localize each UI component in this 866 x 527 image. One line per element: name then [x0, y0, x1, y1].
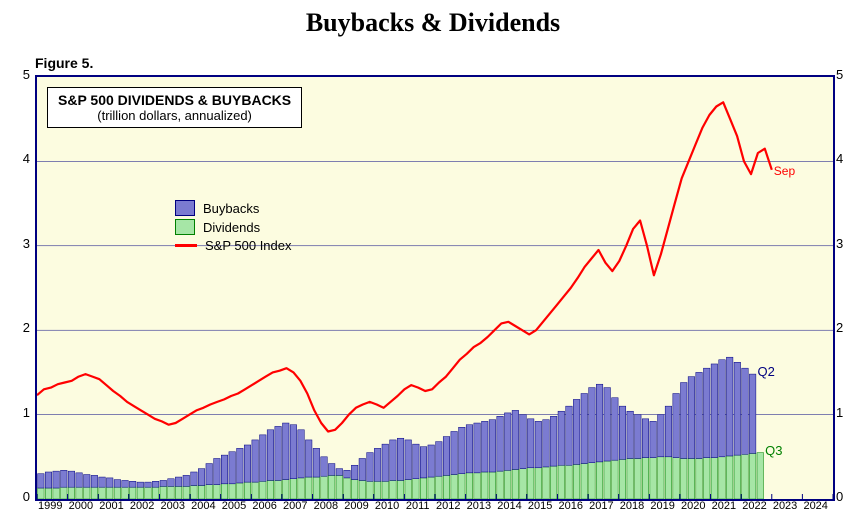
- x-tick: 2003: [161, 500, 185, 512]
- y-tick-right: 0: [836, 489, 843, 504]
- y-tick-left: 5: [23, 67, 30, 82]
- y-tick-right: 1: [836, 405, 843, 420]
- x-tick: 2001: [99, 500, 123, 512]
- x-tick: 2020: [681, 500, 705, 512]
- x-tick: 2006: [252, 500, 276, 512]
- figure-number: Figure 5.: [35, 55, 93, 71]
- series-end-label: Q2: [757, 364, 774, 379]
- x-tick: 2024: [803, 500, 827, 512]
- x-tick: 2022: [742, 500, 766, 512]
- chart-title-box: S&P 500 DIVIDENDS & BUYBACKS (trillion d…: [47, 87, 302, 128]
- legend-item: S&P 500 Index: [175, 238, 292, 253]
- x-tick: 2004: [191, 500, 215, 512]
- x-tick: 2009: [344, 500, 368, 512]
- page-title: Buybacks & Dividends: [0, 0, 866, 38]
- x-tick: 2016: [559, 500, 583, 512]
- legend-label: S&P 500 Index: [205, 238, 292, 253]
- x-tick: 2013: [467, 500, 491, 512]
- x-tick: 2017: [589, 500, 613, 512]
- y-tick-left: 0: [23, 489, 30, 504]
- x-tick: 2018: [620, 500, 644, 512]
- series-end-label: Q3: [765, 443, 782, 458]
- chart-svg: [37, 77, 833, 499]
- y-tick-left: 2: [23, 320, 30, 335]
- legend-label: Dividends: [203, 220, 260, 235]
- x-tick: 2010: [375, 500, 399, 512]
- legend-line: [175, 244, 197, 247]
- x-tick: 2005: [222, 500, 246, 512]
- x-tick: 2023: [773, 500, 797, 512]
- x-tick: 2019: [650, 500, 674, 512]
- legend: Buybacks Dividends S&P 500 Index: [175, 200, 292, 256]
- legend-label: Buybacks: [203, 201, 259, 216]
- x-tick: 2007: [283, 500, 307, 512]
- y-tick-right: 3: [836, 236, 843, 251]
- legend-item: Buybacks: [175, 200, 292, 216]
- chart-subtitle: (trillion dollars, annualized): [58, 108, 291, 123]
- x-tick: 2021: [712, 500, 736, 512]
- x-tick: 2008: [314, 500, 338, 512]
- y-tick-right: 4: [836, 151, 843, 166]
- chart-title: S&P 500 DIVIDENDS & BUYBACKS: [58, 92, 291, 108]
- legend-swatch: [175, 219, 195, 235]
- y-tick-left: 4: [23, 151, 30, 166]
- chart-plot-area: [35, 75, 835, 501]
- legend-swatch: [175, 200, 195, 216]
- y-tick-left: 1: [23, 405, 30, 420]
- x-tick: 2000: [69, 500, 93, 512]
- x-tick: 1999: [38, 500, 62, 512]
- x-tick: 2014: [497, 500, 521, 512]
- y-tick-right: 5: [836, 67, 843, 82]
- legend-item: Dividends: [175, 219, 292, 235]
- x-tick: 2011: [406, 500, 430, 512]
- series-end-label: Sep: [774, 164, 795, 178]
- y-tick-right: 2: [836, 320, 843, 335]
- x-tick: 2012: [436, 500, 460, 512]
- x-tick: 2015: [528, 500, 552, 512]
- y-tick-left: 3: [23, 236, 30, 251]
- chart-container: Buybacks & Dividends Figure 5. S&P 500 D…: [0, 0, 866, 527]
- x-tick: 2002: [130, 500, 154, 512]
